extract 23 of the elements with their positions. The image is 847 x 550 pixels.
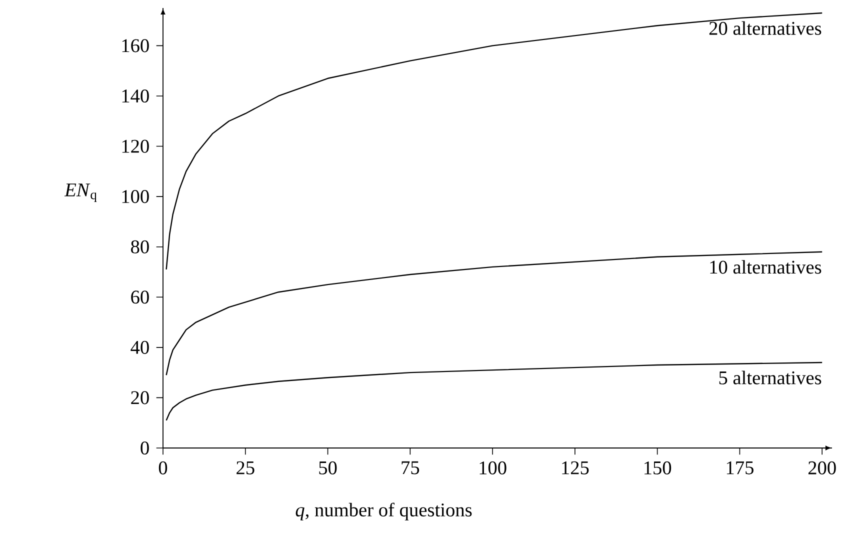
y-tick-label: 40 [130, 340, 149, 354]
annotation: 10 alternatives [710, 260, 822, 274]
x-axis-title: q, number of questions [296, 502, 472, 520]
y-tick-label: 80 [131, 240, 149, 254]
y-tick-label: 20 [131, 391, 149, 404]
y-axis-title: EN$_{q}$ [64, 184, 97, 202]
x-tick-label: 0 [158, 461, 168, 474]
x-tick-label: 75 [402, 461, 420, 474]
y-tick-label: 120 [122, 140, 149, 153]
annotation: 20 alternatives [709, 21, 822, 35]
x-tick-label: 175 [726, 461, 754, 474]
x-tick-label: 50 [319, 461, 337, 474]
x-tick-label: 150 [644, 461, 672, 474]
x-tick-label: 100 [480, 461, 506, 474]
x-tick-label: 125 [562, 461, 589, 474]
y-tick-label: 0 [140, 441, 149, 455]
y-tick-label: 160 [122, 39, 149, 52]
y-tick-label: 60 [131, 290, 149, 304]
y-tick-label: 100 [122, 190, 149, 204]
x-tick-label: 25 [236, 461, 254, 474]
annotation: 5 alternatives [719, 370, 822, 384]
x-tick-label: 200 [808, 461, 836, 474]
y-tick-label: 140 [122, 89, 149, 103]
